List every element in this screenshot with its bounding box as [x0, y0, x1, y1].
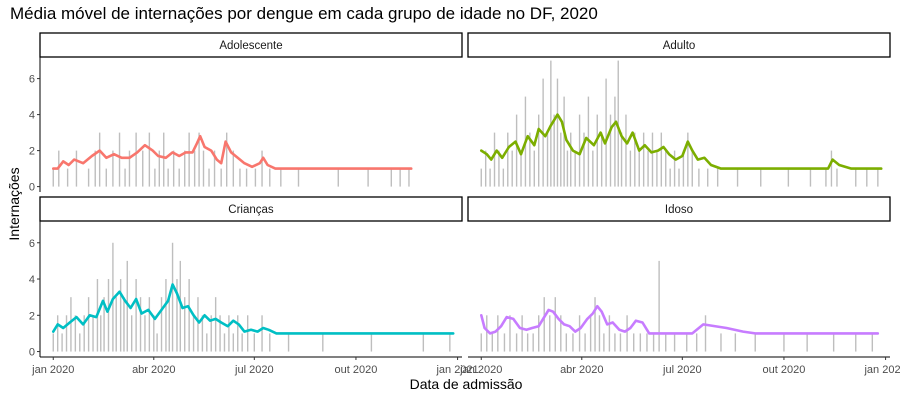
x-tick-label: abr 2020 — [560, 364, 603, 376]
y-axis-label: Internações — [6, 167, 22, 240]
x-axis-label: Data de admissão — [410, 376, 523, 392]
x-tick-label: jul 2020 — [234, 364, 274, 376]
moving-average-line — [51, 134, 413, 170]
facet-strip-label: Crianças — [228, 204, 274, 216]
facet-strip — [39, 32, 463, 58]
x-tick-label: jul 2020 — [662, 364, 702, 376]
moving-average-line — [479, 304, 880, 335]
x-tick-label: jan 2021 — [863, 364, 900, 376]
y-tick-label: 2 — [29, 310, 35, 322]
y-tick-label: 6 — [29, 238, 35, 250]
panel-3: Idoso jan 2020 abr 2020 jul 2020 out 2020 jan… — [459, 196, 900, 376]
moving-average-line — [479, 113, 883, 170]
facet-strip-label: Adolescente — [219, 40, 282, 52]
panel-0: Adolescente 0 2 4 6 — [29, 32, 463, 194]
facet-panels: Adolescente 0 2 4 6 Adulto Crianças 0 2 4 6 jan 202… — [29, 32, 900, 376]
x-tick-label: out 2020 — [335, 364, 378, 376]
panel-1: Adulto — [467, 32, 891, 187]
y-tick-label: 0 — [29, 182, 35, 194]
x-tick-label: abr 2020 — [132, 364, 175, 376]
facet-strip — [39, 196, 463, 222]
y-tick-label: 2 — [29, 146, 35, 158]
moving-average-line — [51, 283, 455, 335]
facet-strip — [467, 196, 891, 222]
facet-strip — [467, 32, 891, 58]
panel-2: Crianças 0 2 4 6 jan 2020 abr 2020 jul 2020 out … — [29, 196, 479, 376]
chart-title: Média móvel de internações por dengue em… — [10, 4, 598, 23]
facet-strip-label: Idoso — [665, 204, 693, 216]
y-tick-label: 4 — [29, 274, 35, 286]
x-tick-label: jan 2021 — [435, 364, 478, 376]
x-tick-label: jan 2020 — [31, 364, 74, 376]
x-tick-label: out 2020 — [763, 364, 806, 376]
x-tick-label: jan 2020 — [459, 364, 502, 376]
y-tick-label: 4 — [29, 110, 35, 122]
y-tick-label: 6 — [29, 74, 35, 86]
y-tick-label: 0 — [29, 347, 35, 359]
facet-strip-label: Adulto — [663, 40, 696, 52]
